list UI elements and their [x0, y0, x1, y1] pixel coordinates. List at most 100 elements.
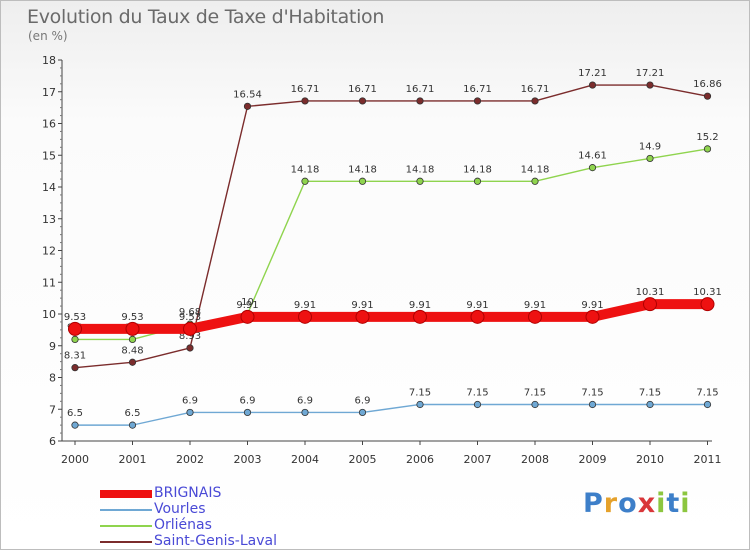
data-label-vourles: 6.5: [125, 408, 141, 419]
data-point-brignais: [125, 321, 140, 336]
data-label-orlienas: 10: [241, 297, 254, 308]
data-label-orlienas: 14.18: [348, 164, 377, 175]
data-point-saint-genis-laval: [703, 92, 712, 100]
data-point-orlienas: [128, 335, 137, 343]
data-point-orlienas: [531, 177, 539, 185]
data-point-orlienas: [646, 154, 654, 163]
data-label-vourles: 6.9: [182, 395, 198, 406]
data-point-brignais: [355, 309, 370, 324]
data-label-brignais: 9.91: [524, 300, 546, 311]
x-tick-label: 2003: [234, 453, 262, 466]
data-point-saint-genis-laval: [646, 81, 654, 89]
data-point-brignais: [413, 309, 427, 324]
data-point-vourles: [186, 408, 194, 417]
data-point-saint-genis-laval: [531, 97, 539, 105]
data-point-vourles: [301, 408, 309, 417]
data-point-brignais: [298, 309, 312, 324]
data-point-brignais: [240, 309, 255, 324]
data-point-orlienas: [358, 177, 367, 185]
data-label-saint-genis-laval: 8.93: [179, 331, 201, 342]
chart-title: Evolution du Taux de Taxe d'Habitation: [27, 6, 385, 28]
x-tick-label: 2008: [521, 453, 549, 466]
data-point-vourles: [588, 400, 597, 409]
data-label-brignais: 9.53: [64, 312, 86, 323]
data-label-vourles: 7.15: [581, 387, 603, 398]
data-point-saint-genis-laval: [71, 364, 79, 372]
data-label-saint-genis-laval: 16.71: [348, 84, 377, 95]
data-label-brignais: 9.91: [466, 300, 488, 311]
proxiti-logo: Proxiti: [583, 488, 691, 519]
legend-label-brignais: BRIGNAIS: [154, 485, 222, 501]
data-label-brignais: 10.31: [693, 287, 722, 298]
x-tick-label: 2002: [176, 453, 204, 466]
data-label-orlienas: 14.61: [578, 151, 607, 162]
data-label-brignais: 9.91: [581, 300, 603, 311]
x-tick-label: 2001: [119, 453, 147, 466]
data-point-saint-genis-laval: [186, 344, 194, 352]
y-tick-label: 8: [49, 372, 56, 385]
data-point-brignais: [700, 297, 715, 312]
data-point-orlienas: [473, 177, 482, 185]
data-label-orlienas: 14.18: [521, 164, 550, 175]
data-label-vourles: 7.15: [466, 387, 488, 398]
data-point-vourles: [71, 421, 79, 429]
legend-label-orlienas: Orliénas: [154, 517, 212, 533]
data-label-orlienas: 15.2: [696, 132, 718, 143]
logo-letter: i: [680, 488, 691, 519]
data-label-brignais: 9.53: [179, 312, 201, 323]
logo-letter: t: [666, 488, 681, 519]
data-label-brignais: 9.91: [236, 300, 258, 311]
data-point-vourles: [531, 400, 539, 409]
y-tick-label: 7: [49, 403, 56, 416]
x-tick-label: 2004: [291, 453, 319, 466]
y-tick-label: 18: [42, 54, 56, 67]
data-label-brignais: 9.91: [351, 300, 373, 311]
legend-swatch-brignais: [100, 490, 152, 498]
data-point-vourles: [128, 421, 137, 429]
data-label-brignais: 9.53: [121, 312, 143, 323]
data-label-saint-genis-laval: 16.86: [693, 79, 722, 90]
legend-swatch-orlienas: [100, 525, 152, 527]
series-line-brignais: [75, 299, 708, 334]
x-tick-label: 2011: [694, 453, 722, 466]
data-point-saint-genis-laval: [301, 97, 309, 105]
data-point-saint-genis-laval: [416, 97, 424, 105]
data-point-vourles: [473, 400, 482, 409]
data-point-brignais: [643, 297, 657, 312]
data-point-saint-genis-laval: [128, 358, 137, 366]
data-point-orlienas: [703, 145, 712, 153]
data-point-brignais: [470, 309, 485, 324]
data-label-vourles: 7.15: [639, 387, 661, 398]
data-label-saint-genis-laval: 16.71: [291, 84, 320, 95]
data-point-orlienas: [301, 177, 309, 185]
chart-subtitle: (en %): [28, 29, 68, 43]
x-tick-label: 2007: [464, 453, 492, 466]
data-label-saint-genis-laval: 8.31: [64, 351, 86, 362]
data-point-saint-genis-laval: [358, 97, 367, 105]
data-label-saint-genis-laval: 17.21: [578, 68, 607, 79]
legend-swatch-vourles: [100, 509, 152, 511]
data-point-brignais: [585, 309, 600, 324]
data-label-saint-genis-laval: 16.71: [406, 84, 435, 95]
y-tick-label: 14: [42, 181, 56, 194]
data-label-orlienas: 14.9: [639, 141, 661, 152]
data-label-saint-genis-laval: 16.54: [233, 89, 262, 100]
data-point-brignais: [528, 309, 542, 324]
data-label-brignais: 10.31: [636, 287, 665, 298]
data-point-orlienas: [71, 335, 79, 343]
data-point-vourles: [416, 400, 424, 409]
legend-swatch-saint-genis-laval: [100, 541, 152, 543]
data-label-brignais: 9.91: [294, 300, 316, 311]
data-point-saint-genis-laval: [473, 97, 482, 105]
data-point-vourles: [703, 400, 712, 409]
y-tick-label: 17: [42, 86, 56, 99]
data-label-orlienas: 14.18: [291, 164, 320, 175]
legend-label-saint-genis-laval: Saint-Genis-Laval: [154, 533, 277, 549]
data-label-vourles: 7.15: [524, 387, 546, 398]
y-tick-label: 13: [42, 213, 56, 226]
data-point-orlienas: [588, 164, 597, 172]
data-label-brignais: 9.91: [409, 300, 431, 311]
x-tick-label: 2000: [61, 453, 89, 466]
data-label-orlienas: 14.18: [463, 164, 492, 175]
